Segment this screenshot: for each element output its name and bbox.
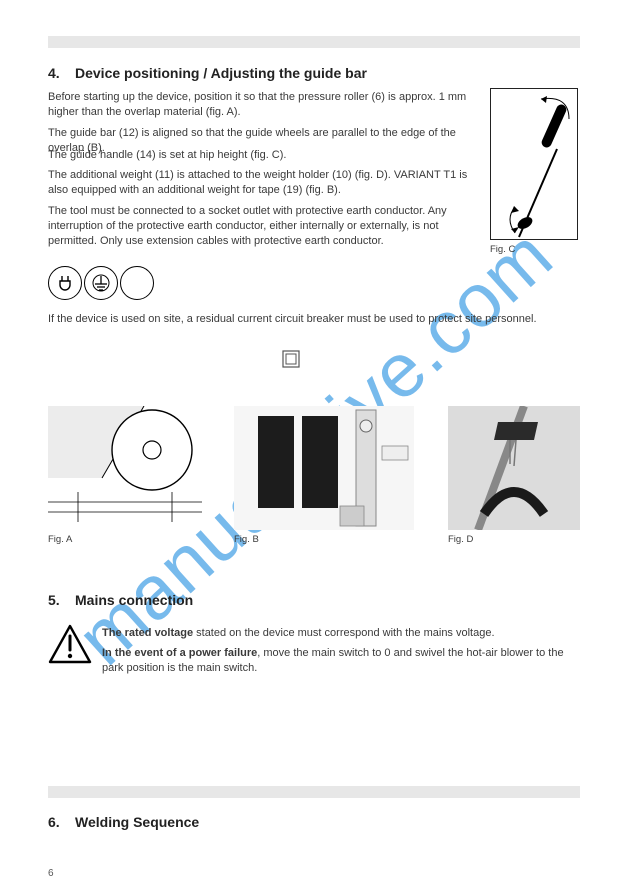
- figure-d-illustration: [448, 406, 580, 530]
- rcd-icon: [282, 350, 300, 368]
- figure-a-illustration: [48, 406, 202, 530]
- section6-title: Welding Sequence: [75, 814, 199, 830]
- section5-title: Mains connection: [75, 592, 193, 608]
- figure-c-illustration: [491, 89, 579, 241]
- section4-title: Device positioning / Adjusting the guide…: [75, 65, 367, 81]
- section4-para5: If the device is used on site, a residua…: [48, 312, 580, 327]
- earth-symbol-icon: [84, 266, 118, 300]
- section6-number: 6.: [48, 814, 60, 830]
- figure-d-caption: Fig. D: [448, 534, 473, 545]
- figure-d-box: [448, 406, 580, 530]
- symbol-row: [48, 266, 154, 300]
- section-divider-top: [48, 36, 580, 48]
- section4-para-dbl: The tool must be connected to a socket o…: [48, 204, 478, 249]
- figure-b-box: [234, 406, 414, 530]
- plug-symbol-icon: [48, 266, 82, 300]
- section4-para4: The additional weight (11) is attached t…: [48, 168, 478, 198]
- figure-c-box: [490, 88, 578, 240]
- section5-para1: The rated voltage stated on the device m…: [102, 626, 580, 641]
- section5-para1-rest: stated on the device must correspond wit…: [193, 627, 494, 639]
- figure-a-box: [48, 406, 202, 530]
- section4-para3: The guide handle (14) is set at hip heig…: [48, 148, 478, 163]
- section5-para2: In the event of a power failure, move th…: [102, 646, 580, 676]
- section5-para2-bold: In the event of a power failure: [102, 647, 257, 659]
- figure-c-caption: Fig. C: [490, 244, 515, 255]
- section-divider-bottom: [48, 786, 580, 798]
- section5-number: 5.: [48, 592, 60, 608]
- section4-number: 4.: [48, 65, 60, 81]
- page-number: 6: [48, 868, 54, 879]
- blank-symbol-icon: [120, 266, 154, 300]
- figure-a-caption: Fig. A: [48, 534, 72, 545]
- section4-para1: Before starting up the device, position …: [48, 90, 478, 120]
- warning-icon: [48, 624, 92, 664]
- section5-para1-bold: The rated voltage: [102, 627, 193, 639]
- figure-b-illustration: [234, 406, 414, 530]
- figure-b-caption: Fig. B: [234, 534, 259, 545]
